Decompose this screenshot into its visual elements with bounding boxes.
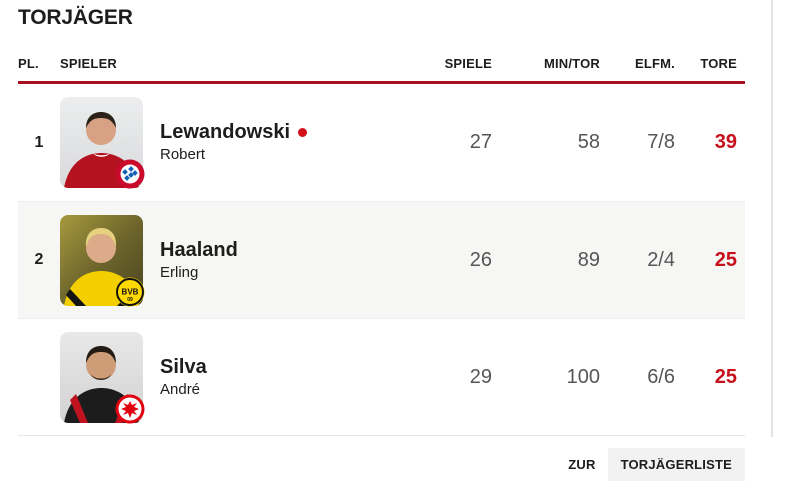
player-last-name: Lewandowski (160, 121, 291, 143)
col-header-spiele: SPIELE (444, 56, 492, 71)
place-number: 2 (34, 251, 44, 268)
col-header-min-tor: MIN/TOR (543, 56, 600, 71)
player-name-link[interactable]: Haaland Erling (160, 239, 238, 282)
eintracht-frankfurt-badge-icon (115, 394, 145, 423)
col-header-pl: PL. (18, 56, 39, 71)
borussia-dortmund-badge-icon: BVB 09 (115, 277, 145, 306)
live-indicator-dot-icon (298, 127, 308, 137)
widget-footer: ZUR TORJÄGERLISTE (18, 435, 745, 493)
table-row[interactable]: 1 (18, 84, 745, 201)
player-photo (60, 331, 145, 423)
player-photo: BVB 09 (60, 214, 145, 306)
torjaeger-content: TORJÄGER PL. SPIELER SPIELE MIN/TOR ELFM… (18, 0, 745, 493)
stat-elfm: 2/4 (647, 248, 675, 271)
widget-title: TORJÄGER (18, 6, 133, 29)
col-header-tore: TORE (700, 56, 737, 71)
table-header-row: PL. SPIELER SPIELE MIN/TOR ELFM. TORE (18, 56, 745, 72)
player-photo (60, 97, 145, 189)
stat-spiele: 26 (469, 248, 492, 271)
player-first-name: Robert (160, 146, 206, 163)
bayern-muenchen-badge-icon (115, 159, 145, 189)
player-name-link[interactable]: Silva André (160, 356, 207, 399)
svg-text:09: 09 (127, 297, 133, 303)
stat-tore: 25 (714, 365, 737, 388)
header-red-rule (18, 81, 745, 84)
torjaegerliste-button[interactable]: TORJÄGERLISTE (607, 448, 745, 481)
player-first-name: Erling (160, 263, 199, 281)
col-header-spieler: SPIELER (60, 56, 118, 71)
place-number: 1 (34, 133, 44, 151)
page-column-divider (771, 0, 773, 437)
svg-text:BVB: BVB (122, 287, 139, 296)
stat-tore: 39 (714, 131, 737, 153)
player-last-name: Silva (160, 355, 207, 378)
player-cell: Silva André (60, 331, 392, 423)
zur-label: ZUR (568, 457, 596, 472)
stat-min-tor: 58 (577, 131, 600, 153)
stat-spiele: 27 (469, 131, 492, 153)
stat-min-tor: 89 (577, 248, 600, 271)
stat-tore: 25 (714, 248, 737, 271)
stat-min-tor: 100 (566, 365, 600, 388)
table-row[interactable]: 2 (18, 201, 745, 318)
player-cell: BVB 09 Haaland Erling (60, 214, 392, 306)
player-name-link[interactable]: Lewandowski Robert (160, 121, 308, 164)
stat-elfm: 6/6 (647, 365, 675, 388)
player-last-name: Haaland (160, 238, 238, 261)
col-header-elfm: ELFM. (635, 56, 675, 71)
stat-elfm: 7/8 (647, 131, 675, 153)
player-first-name: André (160, 380, 201, 398)
player-cell: Lewandowski Robert (60, 97, 392, 189)
table-row[interactable]: Silva André 29 100 6/6 25 (18, 318, 745, 435)
stat-spiele: 29 (469, 365, 492, 388)
